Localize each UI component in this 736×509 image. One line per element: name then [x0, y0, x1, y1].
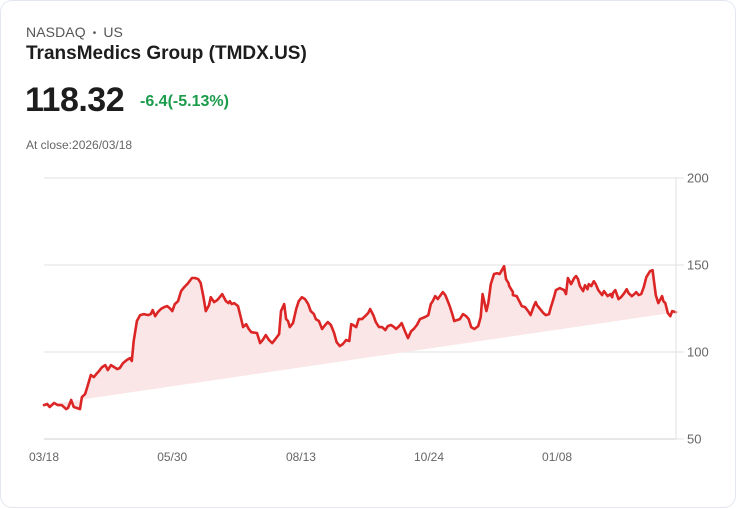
y-tick-label: 100 — [687, 345, 709, 360]
price-area-fill — [44, 266, 676, 410]
current-price: 118.32 — [25, 81, 125, 119]
exchange-line: NASDAQ • US — [26, 24, 123, 40]
x-tick-label: 01/08 — [542, 450, 572, 464]
y-tick-label: 50 — [687, 432, 701, 447]
exchange-name: NASDAQ — [26, 24, 86, 40]
stock-title: TransMedics Group (TMDX.US) — [26, 43, 307, 64]
x-axis: 03/18 05/30 08/13 10/24 01/08 — [29, 450, 572, 464]
close-date: At close:2026/03/18 — [26, 138, 133, 152]
x-tick-label: 08/13 — [286, 450, 316, 464]
price-change: -6.4(-5.13%) — [140, 93, 229, 110]
separator-dot: • — [92, 28, 97, 39]
y-axis: 200 150 100 50 — [675, 171, 709, 447]
x-tick-label: 05/30 — [157, 450, 187, 464]
region: US — [103, 24, 123, 40]
price-line — [42, 264, 678, 411]
x-tick-label: 10/24 — [414, 450, 444, 464]
y-tick-label: 200 — [687, 171, 709, 186]
x-tick-label: 03/18 — [29, 450, 59, 464]
y-tick-label: 150 — [687, 258, 709, 273]
